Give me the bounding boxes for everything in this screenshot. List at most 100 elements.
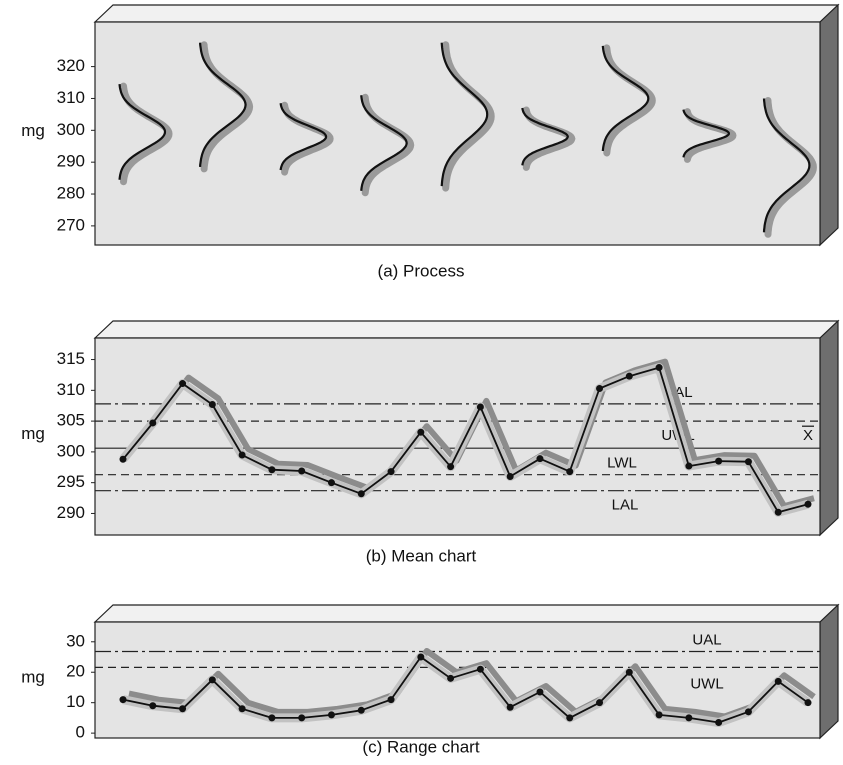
y-tick-label: 280 — [57, 184, 85, 203]
y-tick-label: 310 — [57, 380, 85, 399]
data-point — [744, 458, 752, 466]
reference-label: UAL — [692, 632, 721, 649]
data-point — [238, 451, 246, 459]
y-tick-label: 295 — [57, 472, 85, 491]
curve-shadow — [361, 93, 415, 197]
data-point — [476, 403, 484, 411]
y-tick-label: 0 — [76, 723, 85, 742]
curve-shadow — [120, 82, 173, 186]
data-point — [238, 705, 246, 713]
data-point — [357, 706, 365, 714]
distribution-curve — [118, 83, 167, 180]
y-tick-label: 20 — [66, 662, 85, 681]
y-tick-label: 290 — [57, 503, 85, 522]
data-point — [298, 714, 306, 722]
data-point — [536, 688, 544, 696]
box-front — [94, 337, 821, 536]
distribution-curve — [199, 42, 247, 167]
data-point — [715, 457, 723, 465]
data-point — [119, 696, 127, 704]
data-point — [655, 364, 663, 372]
y-tick-label: 290 — [57, 152, 85, 171]
data-line — [122, 656, 809, 724]
distribution-curve — [440, 42, 489, 187]
data-point — [596, 699, 604, 707]
reference-label: LAL — [612, 497, 639, 514]
data-point — [387, 696, 395, 704]
curve-shadow — [442, 41, 495, 192]
box-side — [819, 319, 839, 537]
data-point — [566, 714, 574, 722]
data-point — [625, 668, 633, 676]
y-tick-label: 315 — [57, 349, 85, 368]
data-point — [447, 463, 455, 471]
data-point — [774, 677, 782, 685]
data-point — [506, 473, 514, 481]
curve-shadow — [200, 41, 254, 173]
distribution-curve — [360, 95, 408, 191]
data-point — [119, 455, 127, 463]
distribution-curve — [682, 109, 731, 158]
data-point — [417, 653, 425, 661]
data-point — [357, 490, 365, 498]
reference-label: X — [803, 427, 813, 444]
data-point — [327, 711, 335, 719]
data-point — [804, 500, 812, 508]
data-point — [685, 462, 693, 470]
data-point — [149, 702, 157, 710]
data-point — [744, 708, 752, 716]
data-point — [208, 400, 216, 408]
reference-label: LWL — [607, 455, 637, 472]
y-axis-label: mg — [21, 424, 45, 443]
data-point — [804, 699, 812, 707]
data-point — [298, 467, 306, 475]
y-axis-label: mg — [21, 667, 45, 686]
distribution-curve — [521, 107, 569, 166]
data-point — [596, 384, 604, 392]
caption: (b) Mean chart — [366, 546, 477, 565]
y-tick-label: 300 — [57, 441, 85, 460]
caption: (a) Process — [378, 261, 465, 280]
box-side — [819, 603, 839, 740]
curve-shadow — [764, 97, 817, 238]
box-top — [93, 4, 840, 23]
reference-label: UWL — [690, 675, 723, 692]
y-tick-label: 320 — [57, 56, 85, 75]
data-point — [447, 674, 455, 682]
y-axis-label: mg — [21, 121, 45, 140]
y-tick-label: 300 — [57, 120, 85, 139]
y-tick-label: 270 — [57, 215, 85, 234]
distribution-curve — [279, 103, 328, 171]
curve-shadow — [603, 44, 656, 157]
y-tick-label: 310 — [57, 88, 85, 107]
y-tick-label: 10 — [66, 692, 85, 711]
caption: (c) Range chart — [362, 737, 479, 756]
data-point — [268, 714, 276, 722]
box-top — [93, 320, 840, 339]
data-point — [536, 455, 544, 463]
data-point — [774, 508, 782, 516]
data-point — [715, 718, 723, 726]
data-point — [387, 468, 395, 476]
data-point — [417, 428, 425, 436]
data-point — [268, 466, 276, 474]
data-point — [476, 665, 484, 673]
box-top — [93, 604, 840, 623]
distribution-curve — [762, 98, 811, 233]
box-side — [819, 3, 839, 247]
data-point — [179, 380, 187, 388]
data-point — [506, 703, 514, 711]
data-line — [122, 366, 809, 514]
data-point — [208, 676, 216, 684]
y-tick-label: 30 — [66, 631, 85, 650]
data-point — [625, 372, 633, 380]
data-point — [149, 419, 157, 427]
data-point — [179, 705, 187, 713]
y-tick-label: 305 — [57, 411, 85, 430]
data-point — [685, 714, 693, 722]
data-point — [566, 468, 574, 476]
data-point — [655, 711, 663, 719]
data-point — [327, 479, 335, 487]
distribution-curve — [601, 45, 650, 152]
